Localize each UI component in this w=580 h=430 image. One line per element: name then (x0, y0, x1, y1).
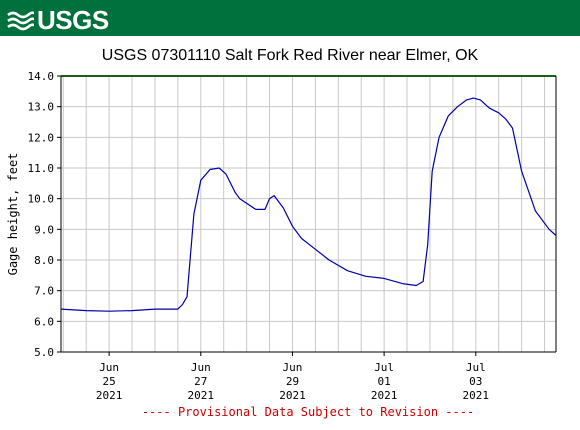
gage-height-line (60, 97, 557, 312)
y-tick-label: 8.0 (34, 254, 54, 267)
x-tick-label: 01 (378, 375, 391, 388)
y-tick-label: 9.0 (34, 223, 54, 236)
x-tick-label: 27 (194, 375, 207, 388)
y-tick-label: 6.0 (34, 315, 54, 328)
usgs-logo: USGS (6, 6, 109, 34)
x-tick-label: 2021 (463, 389, 490, 402)
y-tick-label: 11.0 (28, 162, 55, 175)
y-tick-label: 14.0 (28, 70, 55, 83)
x-tick-label: Jun (99, 361, 119, 374)
provisional-note: ---- Provisional Data Subject to Revisio… (142, 405, 474, 419)
y-axis-label: Gage height, feet (6, 153, 20, 276)
usgs-banner: USGS (0, 0, 580, 36)
y-tick-label: 10.0 (28, 193, 55, 206)
x-tick-label: Jun (283, 361, 303, 374)
x-tick-label: 25 (103, 375, 116, 388)
usgs-logo-text: USGS (37, 5, 109, 35)
y-tick-label: 5.0 (34, 346, 54, 359)
y-tick-label: 12.0 (28, 131, 55, 144)
x-tick-label: 2021 (188, 389, 215, 402)
x-tick-label: 2021 (371, 389, 398, 402)
y-tick-label: 13.0 (28, 101, 55, 114)
chart-title: USGS 07301110 Salt Fork Red River near E… (102, 47, 479, 64)
x-tick-label: 03 (469, 375, 482, 388)
series-layer (60, 97, 557, 312)
usgs-wave-icon (7, 11, 34, 31)
x-tick-label: Jul (374, 361, 394, 374)
axis-layer: 5.06.07.08.09.010.011.012.013.014.0Jun25… (28, 70, 557, 402)
plot-area (61, 76, 556, 352)
y-tick-label: 7.0 (34, 285, 54, 298)
x-tick-label: Jul (466, 361, 486, 374)
x-tick-label: 29 (286, 375, 299, 388)
x-tick-label: Jun (191, 361, 211, 374)
x-tick-label: 2021 (279, 389, 306, 402)
x-tick-label: 2021 (96, 389, 123, 402)
